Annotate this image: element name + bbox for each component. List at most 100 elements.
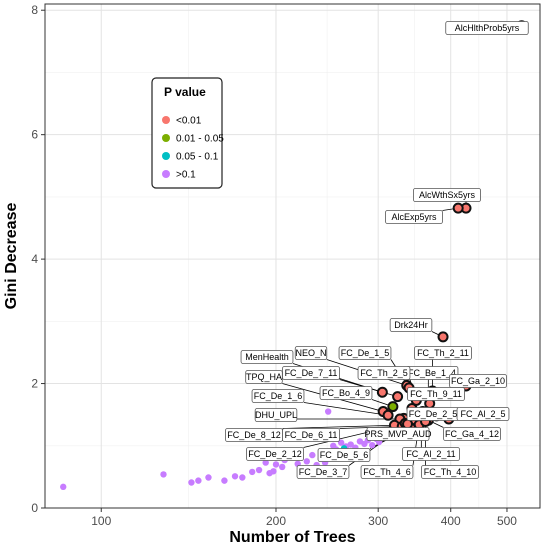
data-point <box>205 474 212 481</box>
data-point <box>382 409 394 421</box>
point-label: FC_Bo_4_9 <box>322 388 370 398</box>
point-label: FC_Th_2_5 <box>360 368 408 378</box>
y-tick-label: 8 <box>31 3 38 17</box>
point-label-box <box>254 408 298 422</box>
point-label-box <box>282 428 340 442</box>
axes-ticks: 100 200 300 400 500 0 2 4 6 8 <box>31 3 517 528</box>
point-label: TPQ_HA <box>246 372 282 382</box>
point-label-box <box>251 389 305 403</box>
point-label: FC_Th_4_6 <box>363 467 411 477</box>
data-point <box>270 468 277 475</box>
point-label: FC_Be_1_4 <box>408 368 456 378</box>
point-label-box <box>360 465 414 479</box>
point-label: FC_De_8_12 <box>227 430 281 440</box>
label-leader-lines <box>282 201 467 466</box>
point-label-box <box>317 448 371 462</box>
point-label: FC_Al_2_11 <box>406 449 455 459</box>
x-tick-label: 500 <box>497 514 517 528</box>
data-point <box>239 474 246 481</box>
legend-title: P value <box>164 85 206 99</box>
point-label: FC_De_3_7 <box>299 467 348 477</box>
point-label: FC_Th_4_10 <box>424 467 477 477</box>
point-label-box <box>421 465 479 479</box>
point-label: AlcWthSx5yrs <box>419 190 476 200</box>
point-label: AlcExp5yrs <box>391 212 437 222</box>
point-label-box <box>296 465 350 479</box>
data-point <box>272 461 280 468</box>
point-label-box <box>385 210 443 224</box>
point-label-box <box>294 346 328 360</box>
point-label-box <box>407 387 465 401</box>
legend-label: >0.1 <box>176 170 196 181</box>
data-point <box>188 479 195 486</box>
point-label: FC_De_2_12 <box>248 449 302 459</box>
point-label-box <box>357 366 411 380</box>
legend-label: 0.05 - 0.1 <box>176 152 219 163</box>
x-tick-label: 100 <box>91 514 111 528</box>
y-tick-label: 0 <box>31 501 38 515</box>
plot-panel <box>44 3 541 509</box>
legend-swatch <box>162 170 170 178</box>
data-point <box>279 463 286 471</box>
point-label: NEO_N <box>295 348 326 358</box>
y-tick-label: 4 <box>31 252 38 266</box>
point-label: FC_De_1_6 <box>254 391 303 401</box>
data-point <box>324 408 332 415</box>
legend-label: 0.01 - 0.05 <box>176 134 224 145</box>
point-label-box <box>412 188 481 202</box>
data-point <box>60 483 67 491</box>
data-point <box>452 202 464 214</box>
x-axis-title: Number of Trees <box>229 529 355 546</box>
data-point <box>231 473 239 480</box>
data-point <box>160 471 167 478</box>
data-point <box>255 466 263 474</box>
y-axis-title: Gini Decrease <box>3 203 20 310</box>
point-label: FC_De_7_11 <box>285 368 338 378</box>
point-label-box <box>389 318 433 332</box>
grid-lines <box>45 4 540 509</box>
x-tick-label: 400 <box>441 514 461 528</box>
legend: P value <0.01 0.01 - 0.05 0.05 - 0.1 >0.1 <box>151 77 224 189</box>
point-label: DHU_UPL <box>255 410 297 420</box>
point-labels: AlcHlthProb5yrs AlcWthSx5yrs AlcExp5yrs Drk… <box>225 21 529 479</box>
data-point <box>303 458 310 465</box>
point-label: FC_Ga_4_12 <box>445 429 499 439</box>
point-label-box <box>319 386 373 400</box>
point-label-box <box>445 21 529 35</box>
x-tick-label: 200 <box>266 514 286 528</box>
point-label: FC_De_2_5 <box>409 409 458 419</box>
point-label: FC_Th_2_11 <box>417 348 469 358</box>
point-label-box <box>240 350 294 364</box>
point-label: FC_De_6_11 <box>285 430 338 440</box>
point-label-box <box>402 447 460 461</box>
point-label: AlcHlthProb5yrs <box>455 23 520 33</box>
data-point <box>249 468 256 476</box>
point-label-box <box>366 427 430 441</box>
legend-swatch <box>162 134 170 142</box>
data-point <box>221 477 228 484</box>
legend-label: <0.01 <box>176 116 202 127</box>
legend-box <box>151 77 223 189</box>
data-point <box>387 401 399 413</box>
leader-line <box>303 402 389 416</box>
point-label: Drk24Hr <box>394 320 428 330</box>
data-point <box>309 451 316 459</box>
legend-swatch <box>162 152 170 160</box>
point-label: FC_De_1_5 <box>341 348 390 358</box>
data-point <box>337 439 345 446</box>
y-tick-label: 2 <box>31 377 38 391</box>
leader-line <box>282 424 395 429</box>
point-label: FC_De_5_6 <box>320 450 369 460</box>
point-label-box <box>456 407 510 421</box>
legend-swatch <box>162 116 170 124</box>
data-point <box>347 441 354 448</box>
data-point <box>369 441 376 449</box>
point-label: FC_Ga_2_10 <box>451 376 505 386</box>
point-label: MenHealth <box>245 352 289 362</box>
point-label-box <box>443 427 501 441</box>
x-tick-label: 300 <box>368 514 388 528</box>
point-label-box <box>449 374 507 388</box>
point-label: FC_Al_2_5 <box>460 409 505 419</box>
data-point <box>262 459 269 466</box>
